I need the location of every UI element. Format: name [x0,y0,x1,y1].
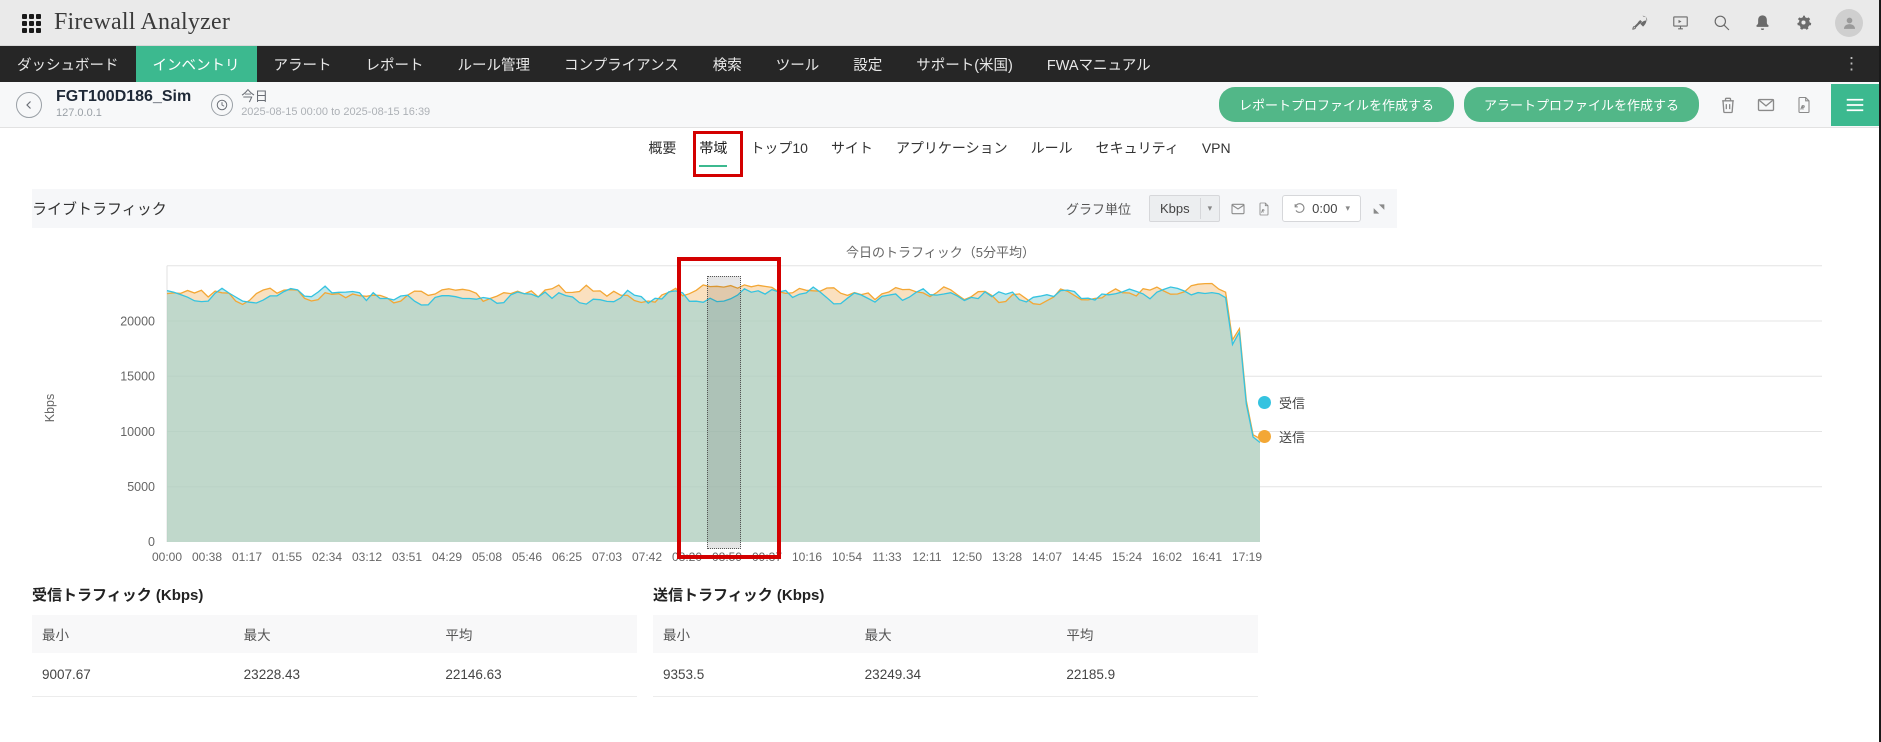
svg-text:00:38: 00:38 [192,550,222,564]
svg-text:04:29: 04:29 [432,550,462,564]
svg-text:01:55: 01:55 [272,550,302,564]
svg-text:17:19: 17:19 [1232,550,1262,564]
svg-text:12:11: 12:11 [912,550,941,564]
svg-text:12:50: 12:50 [952,550,982,564]
svg-text:09:37: 09:37 [752,550,782,564]
svg-text:08:59: 08:59 [712,550,742,564]
svg-text:08:20: 08:20 [672,550,702,564]
svg-text:5000: 5000 [127,480,155,494]
svg-text:13:28: 13:28 [992,550,1022,564]
svg-text:15:24: 15:24 [1112,550,1142,564]
svg-text:14:45: 14:45 [1072,550,1102,564]
svg-text:14:07: 14:07 [1032,550,1062,564]
svg-text:Kbps: Kbps [43,394,57,423]
svg-text:02:34: 02:34 [312,550,342,564]
svg-text:0: 0 [148,535,155,549]
svg-text:05:08: 05:08 [472,550,502,564]
svg-text:06:25: 06:25 [552,550,582,564]
svg-text:16:02: 16:02 [1152,550,1182,564]
svg-text:11:33: 11:33 [872,550,901,564]
svg-text:07:03: 07:03 [592,550,622,564]
svg-text:20000: 20000 [120,314,155,328]
svg-text:10:16: 10:16 [792,550,822,564]
svg-text:15000: 15000 [120,370,155,384]
svg-text:01:17: 01:17 [232,550,262,564]
svg-text:05:46: 05:46 [512,550,542,564]
svg-text:00:00: 00:00 [152,550,182,564]
svg-text:10:54: 10:54 [832,550,862,564]
svg-text:03:12: 03:12 [352,550,382,564]
svg-text:10000: 10000 [120,425,155,439]
svg-text:03:51: 03:51 [392,550,422,564]
svg-text:16:41: 16:41 [1192,550,1222,564]
svg-text:07:42: 07:42 [632,550,662,564]
